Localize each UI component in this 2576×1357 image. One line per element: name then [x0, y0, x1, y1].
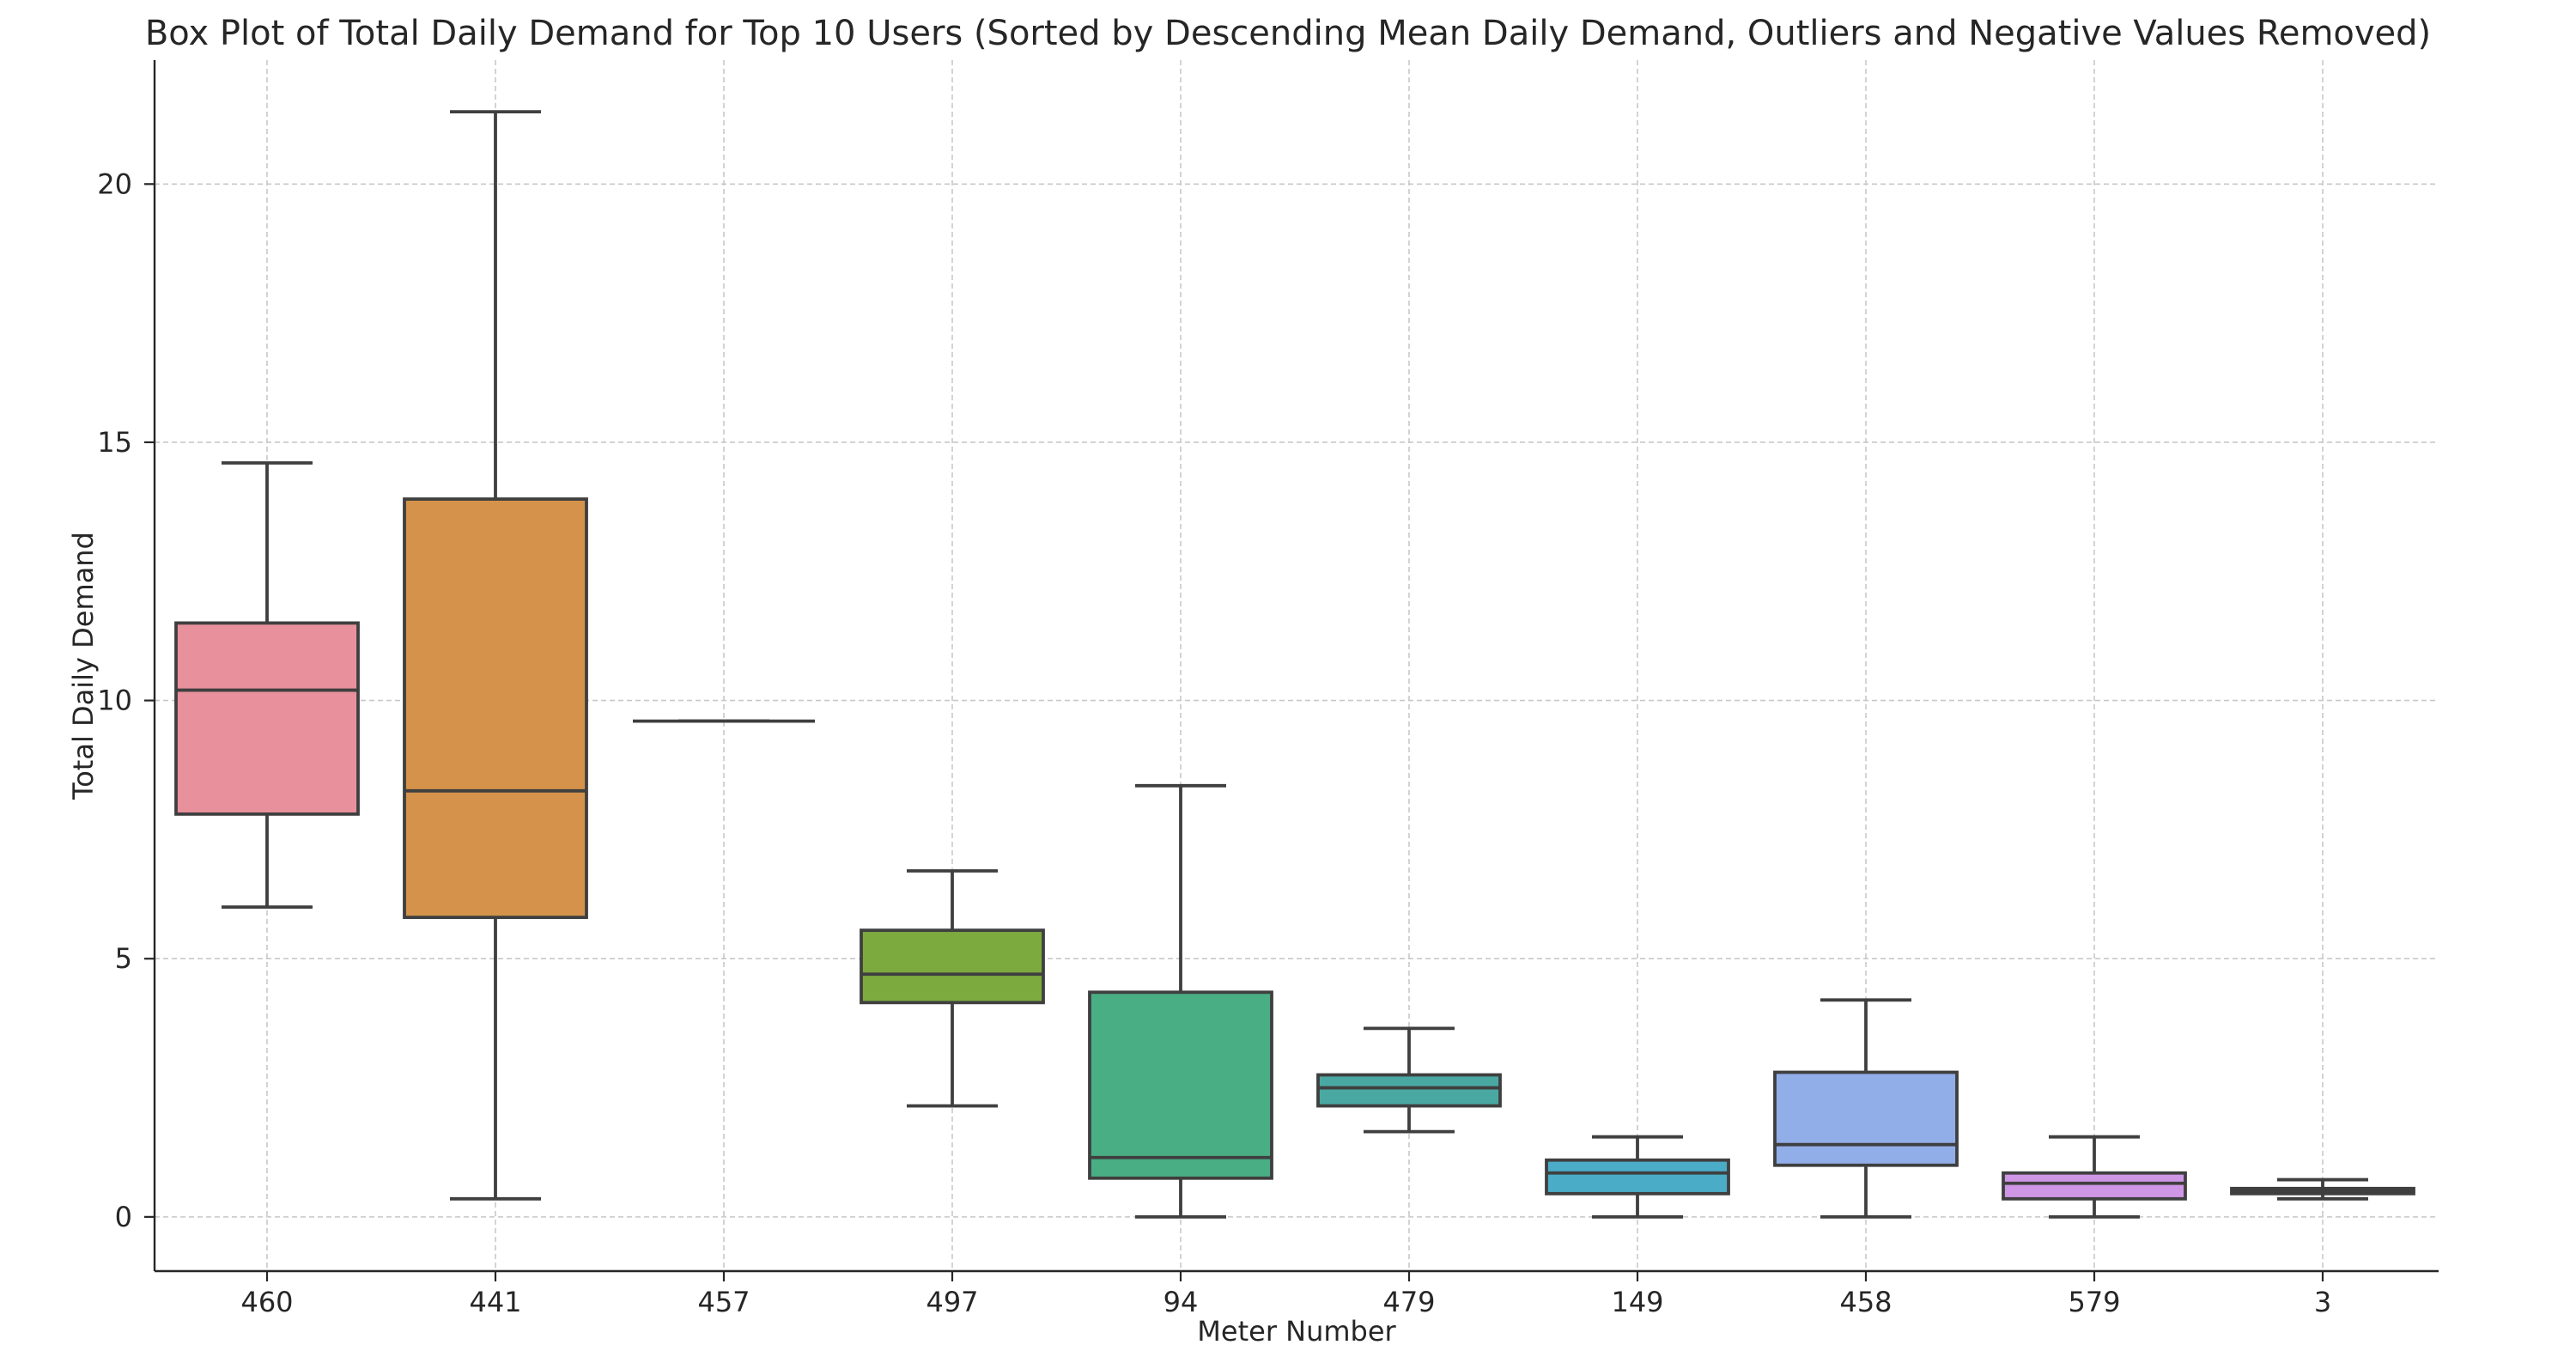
iqr-box	[1316, 1073, 1502, 1108]
x-axis-label: Meter Number	[1197, 1315, 1396, 1348]
y-tick-label: 20	[97, 167, 132, 200]
box-group	[174, 461, 360, 909]
x-tick-label: 460	[240, 1286, 293, 1318]
x-tick-label: 149	[1611, 1286, 1663, 1318]
x-tick-label: 457	[697, 1286, 750, 1318]
y-tick-label: 10	[97, 685, 132, 717]
x-axis-ticks: 460 441 457 497 94 479 149 458 579 3	[240, 1271, 2331, 1318]
x-tick-label: 3	[2314, 1286, 2331, 1318]
x-tick-label: 94	[1163, 1286, 1199, 1318]
y-axis-label: Total Daily Demand	[67, 532, 100, 800]
x-tick-label: 441	[469, 1286, 521, 1318]
box-group	[2230, 1177, 2415, 1201]
box-group	[1545, 1135, 1730, 1219]
y-tick-label: 0	[115, 1201, 132, 1233]
iqr-box	[1545, 1158, 1730, 1196]
box-group	[1088, 783, 1273, 1219]
iqr-box	[174, 621, 360, 816]
x-tick-label: 497	[926, 1286, 978, 1318]
chart-title: Box Plot of Total Daily Demand for Top 1…	[145, 14, 2431, 53]
iqr-box	[403, 497, 588, 920]
box-group	[2002, 1135, 2187, 1219]
axes	[153, 60, 2439, 1273]
iqr-box	[2002, 1171, 2187, 1201]
iqr-box	[1088, 990, 1273, 1180]
y-tick-label: 15	[97, 426, 132, 459]
box-group	[860, 869, 1045, 1108]
box-group	[1773, 998, 1959, 1219]
box-group	[403, 110, 588, 1201]
x-tick-label: 579	[2068, 1286, 2120, 1318]
box-group	[1316, 1026, 1502, 1134]
iqr-box	[860, 928, 1045, 1005]
iqr-box	[1773, 1070, 1959, 1167]
x-tick-label: 479	[1382, 1286, 1435, 1318]
box-plots	[174, 110, 2415, 1219]
y-axis-ticks: 0 5 10 15 20	[97, 167, 155, 1233]
x-tick-label: 458	[1839, 1286, 1892, 1318]
y-tick-label: 5	[115, 942, 132, 975]
